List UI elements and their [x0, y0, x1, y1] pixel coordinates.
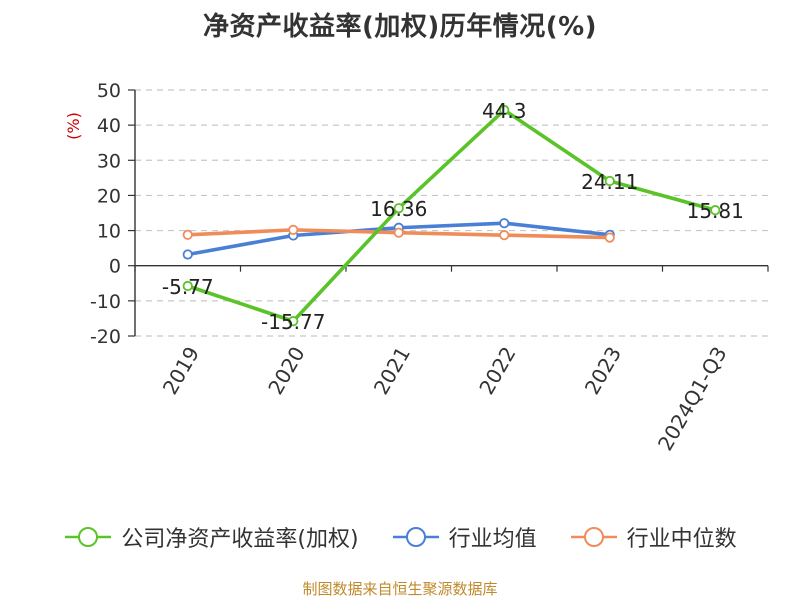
x-tick-label: 2019	[158, 343, 204, 399]
data-point	[710, 205, 721, 216]
data-point	[393, 203, 404, 214]
data-source-note: 制图数据来自恒生聚源数据库	[302, 580, 498, 598]
legend-label: 行业中位数	[626, 527, 737, 552]
x-tick-label: 2024Q1-Q3	[653, 343, 732, 455]
x-tick-label: 2021	[369, 343, 415, 399]
data-point	[182, 249, 193, 260]
y-tick-label: 0	[109, 256, 121, 278]
legend-item[interactable]: 行业均值	[391, 521, 537, 553]
data-label: 15.81	[687, 199, 744, 223]
data-label: 16.36	[370, 197, 427, 221]
y-tick-label: 20	[97, 185, 121, 207]
y-tick-label: 50	[97, 80, 121, 102]
data-point	[499, 218, 510, 229]
data-point	[182, 280, 193, 292]
y-tick-label: 30	[97, 150, 121, 172]
legend-swatch	[65, 527, 112, 547]
data-point	[182, 229, 193, 240]
data-label: -15.77	[261, 310, 325, 334]
y-tick-label: 10	[97, 221, 121, 243]
y-axis-label: (%)	[64, 112, 83, 140]
chart-title: 净资产收益率(加权)历年情况(%)	[202, 12, 598, 42]
data-label: -5.77	[162, 275, 214, 299]
data-label: 44.3	[482, 99, 527, 123]
legend-item[interactable]: 行业中位数	[569, 521, 737, 553]
legend-label: 公司净资产收益率(加权)	[121, 527, 359, 552]
data-label: 24.11	[581, 170, 638, 194]
data-point	[604, 232, 615, 243]
legend-item[interactable]: 公司净资产收益率(加权)	[63, 521, 359, 553]
data-point	[288, 224, 299, 235]
x-tick-label: 2023	[580, 343, 626, 399]
data-point	[499, 104, 510, 116]
x-tick-label: 2022	[474, 343, 520, 399]
chart-plot-area: 50 40 30 20 10 0 -10 -20 (%) 2019 2020 2021 2022 2023…	[64, 80, 769, 455]
data-point	[604, 175, 615, 187]
data-point	[288, 316, 299, 327]
chart-legend: 公司净资产收益率(加权) 行业均值 行业中位数	[0, 520, 800, 554]
legend-swatch	[570, 527, 617, 547]
data-point	[499, 230, 510, 241]
series-line	[185, 108, 718, 323]
y-tick-label: -10	[90, 291, 121, 313]
x-tick-label: 2020	[263, 343, 309, 399]
legend-label: 行业均值	[448, 527, 537, 552]
y-tick-label: 40	[97, 115, 121, 137]
y-tick-label: -20	[90, 326, 121, 348]
legend-swatch	[392, 527, 439, 547]
data-point	[393, 227, 404, 238]
